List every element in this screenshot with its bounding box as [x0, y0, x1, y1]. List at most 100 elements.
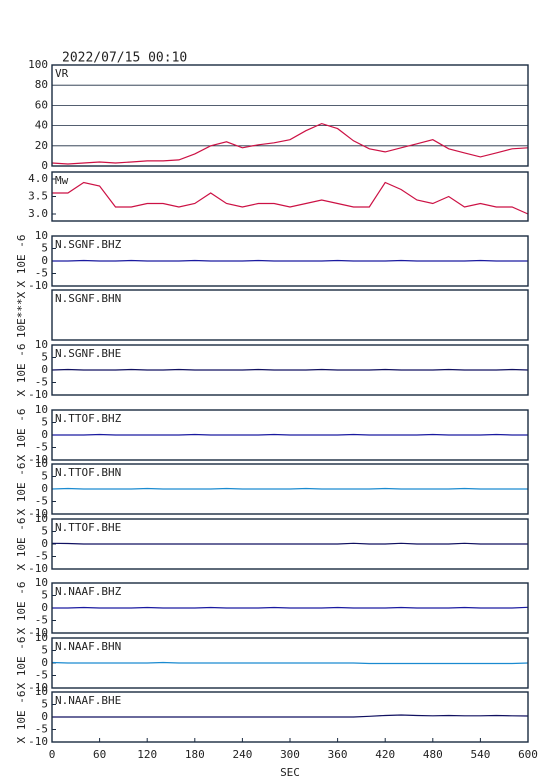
panel-frame — [51, 64, 529, 167]
panel-frame — [51, 518, 529, 570]
panel-frame — [51, 409, 529, 461]
data-line — [52, 714, 529, 718]
x-tick-label: 300 — [280, 748, 300, 761]
y-tick-label: -5 — [35, 550, 48, 563]
y-tick-label: 80 — [35, 78, 48, 91]
y-tick-label: 10 — [35, 576, 48, 589]
panel-title: N.SGNF.BHE — [55, 347, 121, 360]
y-tick-label: 10 — [35, 512, 48, 525]
panel-frame — [51, 235, 529, 287]
y-tick-label: 10 — [35, 338, 48, 351]
panel-frame — [51, 637, 529, 689]
y-tick-label: 10 — [35, 403, 48, 416]
y-tick-label: 5 — [41, 525, 48, 538]
y-tick-label: 10 — [35, 685, 48, 698]
x-tick-label: 600 — [518, 748, 538, 761]
y-tick-label: 0 — [41, 159, 48, 172]
panel-frame — [51, 171, 529, 222]
y-tick-label: 5 — [41, 470, 48, 483]
data-line — [52, 181, 529, 215]
y-tick-label: 20 — [35, 139, 48, 152]
panel-title: VR — [55, 67, 69, 80]
y-tick-label: 5 — [41, 416, 48, 429]
y-tick-label: 10 — [35, 631, 48, 644]
y-tick-label: 4.0 — [28, 172, 48, 185]
y-tick-label: 5 — [41, 698, 48, 711]
y-tick-label: -5 — [35, 376, 48, 389]
panel-title: N.NAAF.BHZ — [55, 585, 122, 598]
y-tick-label: -10 — [28, 626, 48, 639]
x-tick-label: 120 — [137, 748, 157, 761]
y-tick-label: -10 — [28, 279, 48, 292]
y-tick-label: 5 — [41, 589, 48, 602]
data-line — [51, 661, 529, 665]
y-tick-label: -10 — [28, 681, 48, 694]
y-tick-label: 60 — [35, 98, 48, 111]
y-tick-label: -10 — [28, 562, 48, 575]
data-line — [51, 368, 529, 371]
panel-frame — [51, 463, 529, 515]
y-tick-label: 0 — [41, 601, 48, 614]
x-tick-label: 360 — [328, 748, 348, 761]
y-axis-label: X 10E -6 — [15, 637, 28, 690]
y-tick-label: 3.0 — [28, 207, 48, 220]
y-axis-label: X 10E -6 — [15, 518, 28, 571]
y-tick-label: -5 — [35, 614, 48, 627]
x-tick-label: 540 — [470, 748, 490, 761]
panel-frame — [51, 344, 529, 396]
panel-title: N.TTOF.BHN — [55, 466, 121, 479]
panel-title: N.SGNF.BHN — [55, 292, 121, 305]
y-tick-label: 0 — [41, 363, 48, 376]
x-tick-label: 240 — [232, 748, 252, 761]
y-tick-label: 10 — [35, 457, 48, 470]
panel-title: N.TTOF.BHE — [55, 521, 121, 534]
y-axis-label: X 10E -6 — [15, 235, 28, 288]
y-tick-label: 0 — [41, 254, 48, 267]
data-line — [52, 433, 528, 436]
y-tick-label: -5 — [35, 669, 48, 682]
panel-title: N.NAAF.BHE — [55, 694, 121, 707]
panel-title: Mw — [55, 174, 69, 187]
y-axis-label: X 10E -6 — [15, 344, 28, 397]
data-line — [51, 122, 529, 165]
y-tick-label: -10 — [28, 388, 48, 401]
data-line — [52, 259, 528, 262]
x-tick-label: 180 — [185, 748, 205, 761]
panel-frame — [51, 582, 529, 634]
y-tick-label: 0 — [41, 428, 48, 441]
panel-frame — [51, 289, 529, 341]
y-tick-label: -10 — [28, 507, 48, 520]
y-axis-label: X 10E -6 — [15, 409, 28, 462]
x-axis-label: SEC — [280, 766, 300, 779]
x-tick-label: 0 — [49, 748, 56, 761]
y-tick-label: 5 — [41, 242, 48, 255]
y-tick-label: -10 — [28, 453, 48, 466]
data-line — [51, 542, 528, 545]
y-tick-label: 10 — [35, 229, 48, 242]
y-tick-label: -5 — [35, 495, 48, 508]
y-tick-label: -10 — [28, 735, 48, 748]
data-line — [52, 606, 529, 609]
y-axis-label: X 10E -6 — [15, 463, 28, 516]
y-tick-label: 0 — [41, 710, 48, 723]
panel-title: N.SGNF.BHZ — [55, 238, 122, 251]
y-axis-label: 10E***X — [15, 291, 28, 338]
panel-title: N.NAAF.BHN — [55, 640, 121, 653]
y-tick-label: 100 — [28, 58, 48, 71]
y-tick-label: 5 — [41, 644, 48, 657]
x-tick-label: 480 — [423, 748, 443, 761]
y-tick-label: 5 — [41, 351, 48, 364]
y-axis-label: X 10E -6 — [15, 691, 28, 744]
y-tick-label: -5 — [35, 267, 48, 280]
x-tick-label: 420 — [375, 748, 395, 761]
y-tick-label: -5 — [35, 723, 48, 736]
y-tick-label: 3.5 — [28, 190, 48, 203]
y-tick-label: 0 — [41, 537, 48, 550]
y-tick-label: 40 — [35, 119, 48, 132]
data-line — [51, 487, 528, 490]
y-tick-label: 0 — [41, 482, 48, 495]
y-axis-label: X 10E -6 — [15, 582, 28, 635]
panel-title: N.TTOF.BHZ — [55, 412, 122, 425]
